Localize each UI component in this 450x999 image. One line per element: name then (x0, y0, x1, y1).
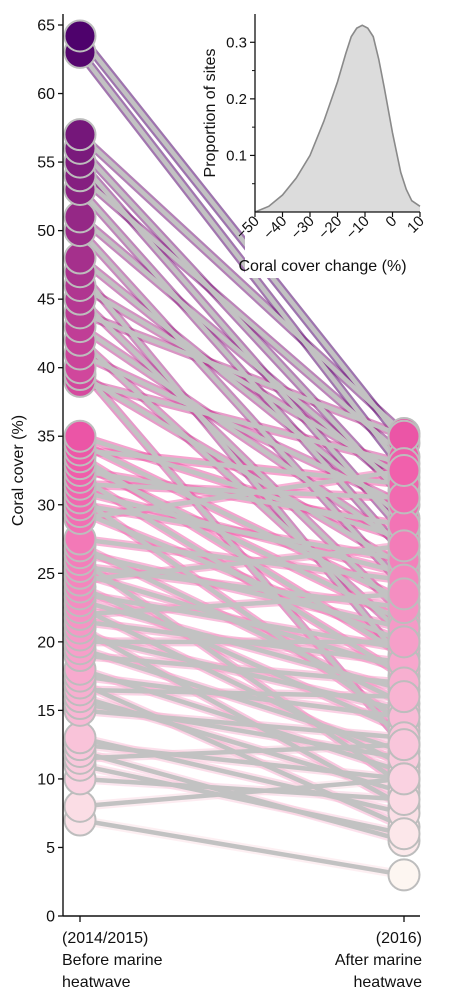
after-point (387, 481, 421, 515)
after-point (387, 858, 421, 892)
site-connector-line (77, 776, 407, 809)
site-connector-line (77, 481, 407, 501)
after-point (387, 529, 421, 563)
site-connector-line (77, 372, 407, 569)
before-point (63, 200, 97, 234)
y-tick-label: 15 (37, 703, 55, 720)
before-label-line2: heatwave (62, 974, 131, 991)
site-connector-line (77, 653, 407, 686)
site-connector-line (77, 433, 407, 542)
site-connector-line (77, 742, 407, 761)
y-tick-label: 45 (37, 292, 55, 309)
site-connector-line (77, 591, 407, 651)
main-axes: 0 5 10 15 20 25 30 35 40 45 50 55 60 65 Coral cover (%… (10, 14, 422, 991)
before-point (63, 721, 97, 755)
site-connector-line (77, 509, 407, 645)
site-connector-line (77, 598, 407, 693)
density-line (254, 24, 421, 213)
after-point (387, 577, 421, 611)
site-connector-line (77, 701, 407, 761)
y-tick-label: 5 (46, 840, 55, 857)
inset-y-tick-label: 0.1 (226, 147, 247, 164)
site-connector-line (77, 776, 407, 802)
site-connector-line (77, 742, 407, 782)
site-connector-line (77, 379, 407, 466)
y-tick-label: 65 (37, 18, 55, 35)
after-point (387, 817, 421, 851)
site-connector-line (77, 667, 407, 775)
before-label-line1: Before marine (62, 952, 163, 969)
y-tick-label: 50 (37, 223, 55, 240)
y-axis-label: Coral cover (%) (10, 415, 27, 526)
site-connector-line (77, 543, 407, 583)
site-connector-line (77, 310, 407, 439)
site-connector-line (77, 762, 407, 837)
site-connector-line (77, 132, 407, 436)
y-tick-label: 0 (46, 909, 55, 926)
after-point (387, 680, 421, 714)
y-tick-label: 60 (37, 86, 55, 103)
y-tick-label: 20 (37, 634, 55, 651)
after-point (387, 728, 421, 762)
site-connector-line (77, 468, 407, 528)
after-period-label: (2016) (376, 930, 422, 947)
y-tick-label: 25 (37, 566, 55, 583)
y-tick-label: 55 (37, 155, 55, 172)
inset-y-tick-label: 0.3 (226, 34, 247, 51)
site-connector-line (77, 591, 407, 617)
after-point (387, 762, 421, 796)
site-connector-line (77, 187, 407, 555)
site-connector-line (77, 550, 407, 631)
site-connector-line (77, 461, 407, 624)
site-connector-line (77, 817, 407, 878)
before-markers (63, 19, 97, 837)
after-point (387, 419, 421, 453)
site-connector-line (77, 632, 407, 713)
after-point (387, 454, 421, 487)
before-point (63, 241, 97, 275)
site-connector-line (77, 255, 407, 521)
before-point (63, 419, 97, 453)
inset-y-axis-label: Proportion of sites (202, 49, 219, 178)
inset-x-axis-label: Coral cover change (%) (238, 258, 406, 275)
site-connector-line (77, 146, 407, 501)
before-point (63, 118, 97, 152)
site-connector-line (77, 468, 407, 521)
y-tick-label: 40 (37, 360, 55, 377)
after-label-line2: heatwave (354, 974, 423, 991)
after-markers (387, 416, 421, 892)
inset-y-tick-label: 0.2 (226, 91, 247, 108)
y-tick-label: 30 (37, 497, 55, 514)
connector-lines (75, 31, 409, 880)
site-connector-line (77, 283, 407, 480)
before-period-label: (2014/2015) (62, 930, 148, 947)
density-area (255, 25, 420, 212)
site-connector-line (77, 605, 407, 768)
before-point (63, 19, 97, 53)
after-point (387, 625, 421, 659)
site-connector-line (77, 708, 407, 741)
site-connector-line (77, 687, 407, 699)
site-connector-line (77, 749, 407, 843)
site-connector-line (77, 228, 407, 590)
after-label-line1: After marine (335, 952, 422, 969)
site-connector-line (77, 536, 407, 583)
site-connector-line (77, 50, 407, 473)
before-point (63, 789, 97, 823)
site-connector-line (77, 324, 407, 549)
site-connector-line (77, 673, 407, 720)
site-connector-line (77, 173, 407, 460)
y-tick-label: 10 (37, 771, 55, 788)
site-connector-line (77, 33, 407, 446)
y-tick-label: 35 (37, 429, 55, 446)
